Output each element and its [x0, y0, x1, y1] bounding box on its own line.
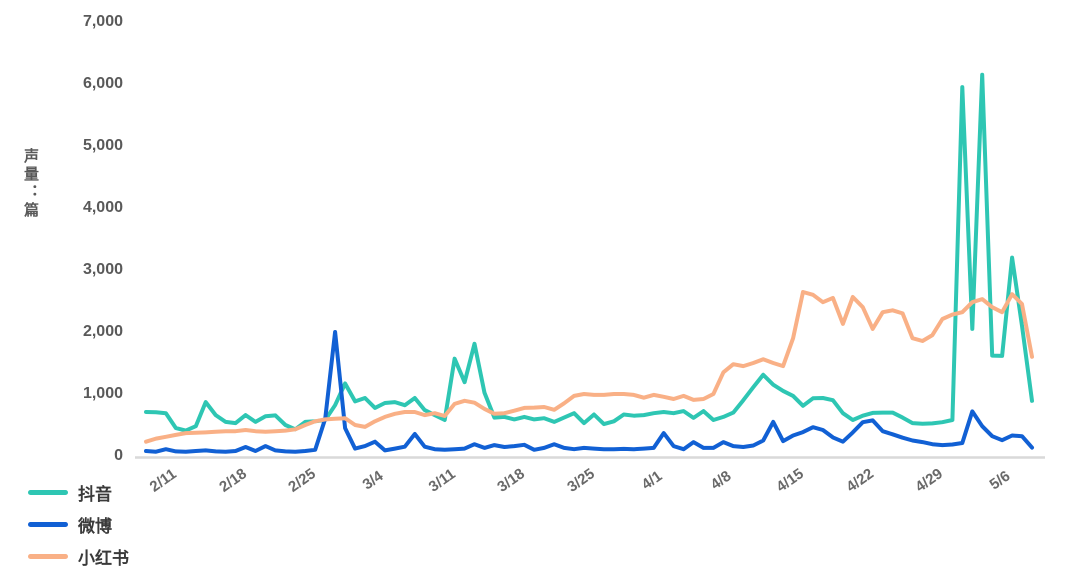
- legend: 抖音 微博 小红书: [28, 476, 129, 572]
- legend-swatch-douyin: [28, 489, 68, 495]
- y-tick-label-1: 1,000: [82, 385, 123, 402]
- y-tick-label-0: 0: [114, 447, 123, 464]
- legend-item-xiaohongshu[interactable]: 小红书: [28, 540, 129, 572]
- legend-label-xiaohongshu: 小红书: [78, 548, 129, 568]
- legend-item-douyin[interactable]: 抖音: [28, 476, 129, 508]
- series-line-douyin: [144, 72, 1034, 433]
- y-tick-label-3: 3,000: [82, 261, 123, 278]
- y-tick-label-6: 6,000: [82, 75, 123, 92]
- series-line-weibo: [144, 330, 1034, 454]
- legend-label-douyin: 抖音: [78, 484, 112, 504]
- legend-swatch-xiaohongshu: [28, 553, 68, 559]
- y-tick-label-4: 4,000: [82, 199, 123, 216]
- legend-item-weibo[interactable]: 微博: [28, 508, 129, 540]
- y-axis-title: 声量：篇: [22, 148, 39, 220]
- y-tick-label-2: 2,000: [82, 323, 123, 340]
- y-tick-label-5: 5,000: [82, 137, 123, 154]
- legend-label-weibo: 微博: [78, 516, 112, 536]
- y-tick-label-7: 7,000: [82, 13, 123, 30]
- series-line-xiaohongshu: [144, 290, 1034, 444]
- legend-swatch-weibo: [28, 521, 68, 527]
